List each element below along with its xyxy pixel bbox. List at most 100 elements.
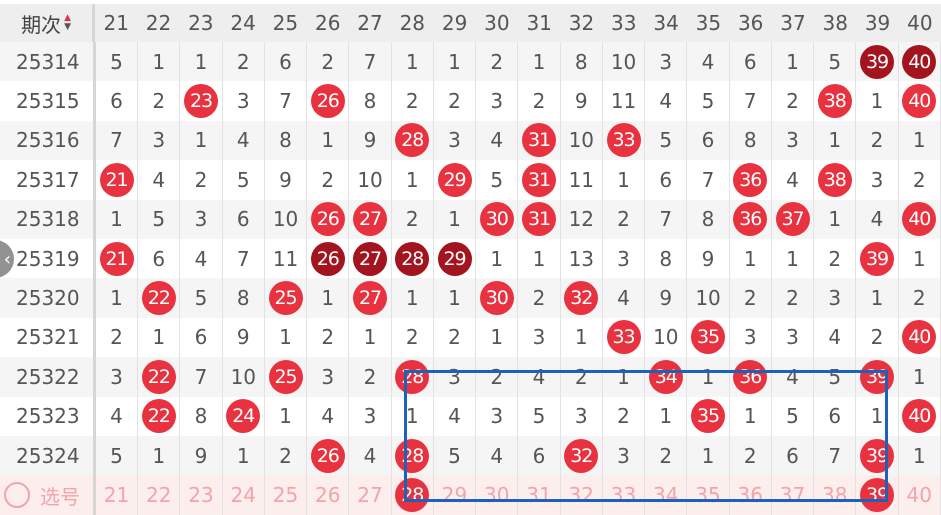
pick-number-32[interactable]: 32 [561,475,603,515]
selected-number-ball[interactable]: 28 [395,478,430,513]
omission-cell: 3 [476,81,519,121]
omission-cell: 4 [772,357,815,397]
pick-number-35[interactable]: 35 [687,475,730,515]
omission-cell: 4 [223,120,265,161]
hit-ball: 36 [733,202,768,237]
period-header-label: 期次 [21,12,62,37]
pick-number-39[interactable]: 39 [856,475,899,515]
table-row: 25315 6 2 23 3 7 26 8 2 2 3 2 9 11 4 5 7 2 38 1 40 [0,81,941,121]
pick-number-34[interactable]: 34 [645,475,688,515]
omission-cell: 1 [180,42,223,82]
omission-cell: 2 [730,278,772,318]
selected-number-ball[interactable]: 39 [860,478,895,513]
omission-cell: 7 [180,357,223,397]
hit-ball: 38 [817,162,852,197]
omission-cell: 1 [476,317,519,358]
pick-number-29[interactable]: 29 [434,475,477,515]
omission-cell: 9 [265,160,308,200]
omission-cell: 38 [814,160,857,200]
pick-number-21[interactable]: 21 [96,475,139,515]
hit-ball: 29 [437,241,472,276]
omission-cell: 5 [814,42,857,82]
omission-cell: 39 [856,239,899,279]
pick-number-40[interactable]: 40 [899,475,941,515]
omission-cell: 6 [223,199,265,239]
pick-number-23[interactable]: 23 [180,475,223,515]
omission-cell: 1 [561,317,603,358]
omission-cell: 21 [96,239,139,279]
omission-cell: 2 [476,42,519,82]
omission-cell: 1 [856,278,899,318]
omission-cell: 2 [772,278,815,318]
pick-number-25[interactable]: 25 [265,475,308,515]
omission-cell: 1 [265,396,308,436]
omission-cell: 10 [645,317,688,358]
column-header-31: 31 [526,11,552,35]
omission-cell: 8 [349,81,392,121]
pick-number-27[interactable]: 27 [349,475,392,515]
omission-cell: 5 [223,160,265,200]
omission-cell: 6 [180,317,223,358]
hit-ball: 40 [902,202,937,237]
omission-cell: 23 [180,81,223,121]
omission-cell: 8 [223,278,265,318]
omission-cell: 7 [687,160,730,200]
omission-cell: 1 [730,239,772,279]
table-row: 25322 3 22 7 10 25 3 2 28 3 2 4 2 1 34 1 36 4 5 39 1 [0,357,941,397]
omission-cell: 1 [349,317,392,358]
pick-row-label[interactable]: 选号 [0,475,96,515]
omission-cell: 8 [645,239,688,279]
hit-ball: 30 [479,202,514,237]
omission-cell: 3 [307,357,350,397]
omission-cell: 8 [180,396,223,436]
omission-cell: 4 [434,396,477,436]
pick-number-36[interactable]: 36 [730,475,772,515]
omission-cell: 10 [687,278,730,318]
omission-cell: 11 [603,81,646,121]
omission-cell: 2 [434,81,477,121]
period-cell: 25324 [0,436,96,476]
omission-cell: 2 [392,317,434,358]
omission-cell: 2 [307,160,350,200]
omission-cell: 4 [814,317,857,358]
omission-cell: 7 [645,199,688,239]
omission-cell: 2 [856,317,899,358]
hit-ball: 29 [437,162,472,197]
sort-icon[interactable]: ▲ ▼ [64,13,71,32]
pick-number-37[interactable]: 37 [772,475,815,515]
omission-cell: 4 [138,160,181,200]
omission-cell: 33 [603,317,646,358]
back-button[interactable]: ‹ [0,240,14,278]
omission-cell: 7 [814,436,857,476]
hit-ball: 25 [268,359,303,394]
omission-cell: 27 [349,199,392,239]
omission-cell: 1 [603,357,646,397]
pick-number-22[interactable]: 22 [138,475,181,515]
hit-ball: 31 [522,162,557,197]
hit-ball: 26 [310,202,345,237]
omission-cell: 1 [476,239,519,279]
period-column-header[interactable]: 期次 ▲ ▼ [0,4,96,42]
omission-cell: 4 [772,160,815,200]
omission-cell: 6 [687,120,730,161]
pick-number-28[interactable]: 28 [392,475,434,515]
omission-cell: 26 [307,199,350,239]
omission-cell: 1 [814,120,857,161]
pick-number-30[interactable]: 30 [476,475,519,515]
omission-cell: 25 [265,357,308,397]
column-header-38: 38 [822,11,848,35]
table-row: 25324 5 1 9 1 2 26 4 28 5 4 6 32 3 2 1 2 6 7 39 1 [0,436,941,476]
pick-number-31[interactable]: 31 [518,475,561,515]
pick-number-38[interactable]: 38 [814,475,857,515]
omission-cell: 22 [138,278,181,318]
omission-cell: 22 [138,396,181,436]
omission-cell: 35 [687,317,730,358]
omission-cell: 9 [561,81,603,121]
select-all-radio-icon[interactable] [4,482,30,509]
pick-number-33[interactable]: 33 [603,475,646,515]
omission-cell: 3 [180,199,223,239]
pick-number-24[interactable]: 24 [223,475,265,515]
omission-cell: 1 [434,42,477,82]
pick-number-26[interactable]: 26 [307,475,350,515]
omission-cell: 3 [603,239,646,279]
